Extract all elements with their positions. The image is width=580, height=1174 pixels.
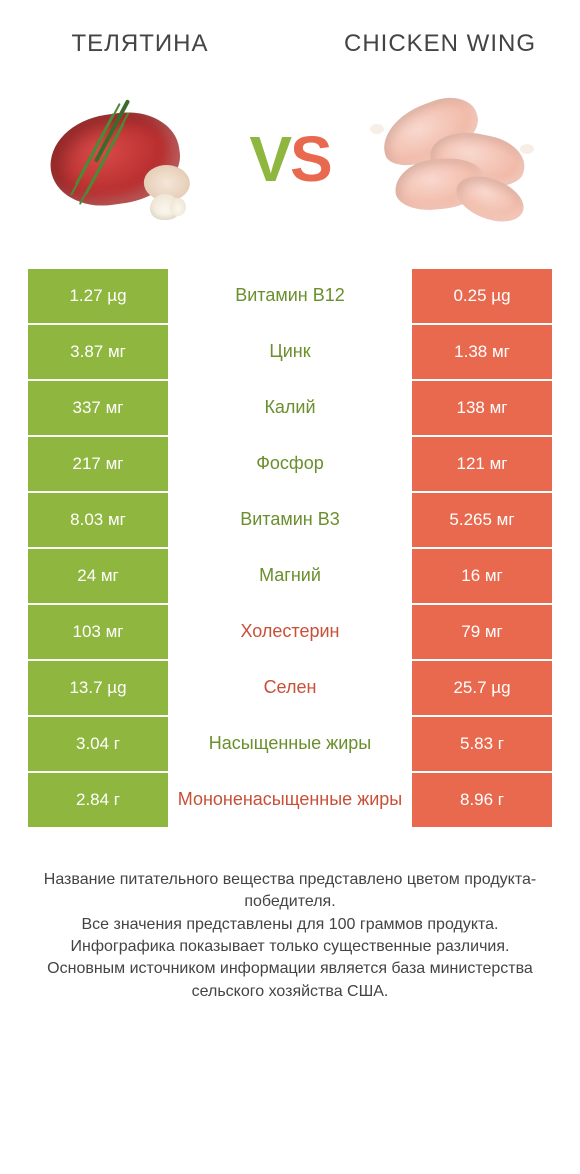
right-value: 16 мг: [412, 549, 552, 603]
nutrient-label: Селен: [168, 661, 412, 715]
veal-image: [40, 84, 210, 234]
table-row: 103 мгХолестерин79 мг: [28, 605, 552, 661]
images-row: VS: [0, 69, 580, 269]
footer-line: Основным источником информации является …: [30, 958, 550, 1003]
table-row: 217 мгФосфор121 мг: [28, 437, 552, 493]
left-value: 3.87 мг: [28, 325, 168, 379]
nutrient-label: Цинк: [168, 325, 412, 379]
left-value: 337 мг: [28, 381, 168, 435]
left-product-title: ТЕЛЯТИНА: [40, 30, 240, 59]
header: ТЕЛЯТИНА CHICKEN WING: [0, 0, 580, 69]
left-value: 2.84 г: [28, 773, 168, 827]
footer-line: Все значения представлены для 100 граммо…: [30, 914, 550, 936]
table-row: 337 мгКалий138 мг: [28, 381, 552, 437]
table-row: 24 мгМагний16 мг: [28, 549, 552, 605]
right-value: 5.83 г: [412, 717, 552, 771]
table-row: 1.27 µgВитамин B120.25 µg: [28, 269, 552, 325]
left-value: 103 мг: [28, 605, 168, 659]
left-value: 13.7 µg: [28, 661, 168, 715]
nutrient-label: Витамин B3: [168, 493, 412, 547]
right-value: 1.38 мг: [412, 325, 552, 379]
left-value: 24 мг: [28, 549, 168, 603]
chicken-wing-image: [370, 84, 540, 234]
right-value: 138 мг: [412, 381, 552, 435]
nutrient-label: Магний: [168, 549, 412, 603]
footer-notes: Название питательного вещества представл…: [0, 829, 580, 1003]
nutrient-label: Калий: [168, 381, 412, 435]
right-value: 121 мг: [412, 437, 552, 491]
nutrient-label: Насыщенные жиры: [168, 717, 412, 771]
right-value: 25.7 µg: [412, 661, 552, 715]
left-value: 217 мг: [28, 437, 168, 491]
vs-label: VS: [249, 122, 330, 196]
table-row: 8.03 мгВитамин B35.265 мг: [28, 493, 552, 549]
right-value: 8.96 г: [412, 773, 552, 827]
right-value: 5.265 мг: [412, 493, 552, 547]
footer-line: Название питательного вещества представл…: [30, 869, 550, 914]
left-value: 8.03 мг: [28, 493, 168, 547]
nutrient-label: Холестерин: [168, 605, 412, 659]
right-product-title: CHICKEN WING: [340, 30, 540, 59]
table-row: 13.7 µgСелен25.7 µg: [28, 661, 552, 717]
table-row: 3.87 мгЦинк1.38 мг: [28, 325, 552, 381]
right-value: 0.25 µg: [412, 269, 552, 323]
nutrient-label: Фосфор: [168, 437, 412, 491]
comparison-table: 1.27 µgВитамин B120.25 µg3.87 мгЦинк1.38…: [0, 269, 580, 829]
nutrient-label: Мононенасыщенные жиры: [168, 773, 412, 827]
left-value: 1.27 µg: [28, 269, 168, 323]
footer-line: Инфографика показывает только существенн…: [30, 936, 550, 958]
table-row: 2.84 гМононенасыщенные жиры8.96 г: [28, 773, 552, 829]
right-value: 79 мг: [412, 605, 552, 659]
left-value: 3.04 г: [28, 717, 168, 771]
nutrient-label: Витамин B12: [168, 269, 412, 323]
table-row: 3.04 гНасыщенные жиры5.83 г: [28, 717, 552, 773]
